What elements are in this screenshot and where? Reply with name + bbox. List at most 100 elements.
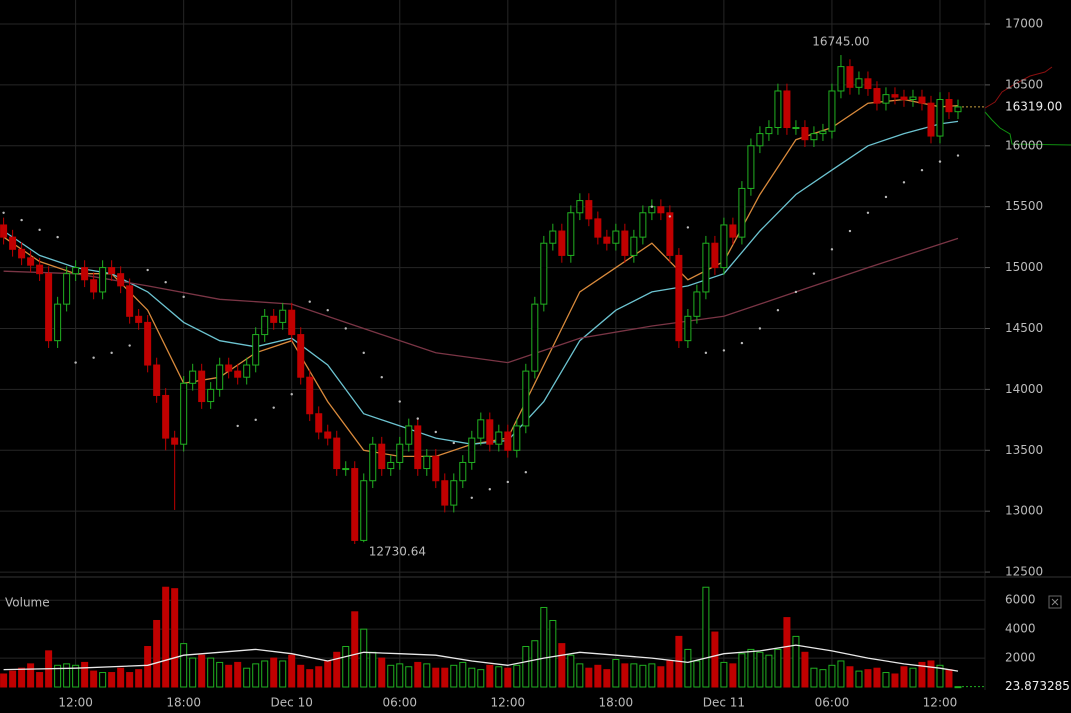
volume-average: [3, 644, 959, 672]
volume-bar: [432, 667, 440, 688]
candle-body: [945, 99, 953, 113]
sar-dot: [272, 406, 275, 409]
candle-body: [495, 431, 503, 445]
close-icon: [1051, 598, 1059, 606]
candle-body: [594, 218, 602, 238]
candle-body: [864, 78, 872, 90]
volume-tick-label: 6000: [1005, 593, 1036, 607]
sar-dot: [74, 361, 77, 364]
volume-bar: [36, 672, 44, 688]
volume-bar: [765, 654, 773, 688]
candle-body: [531, 303, 539, 372]
volume-bar: [639, 664, 647, 688]
sar-dot: [794, 290, 798, 294]
volume-bar: [423, 663, 431, 688]
volume-bar: [648, 663, 656, 688]
volume-bar: [333, 651, 341, 688]
volume-bar: [720, 661, 728, 688]
x-tick-label: 06:00: [382, 696, 417, 710]
volume-bar: [900, 666, 908, 688]
volume-bar: [450, 664, 458, 688]
sar-dot: [722, 349, 726, 352]
sar-dot: [254, 418, 257, 422]
sar-dot: [164, 281, 167, 284]
candle-body: [918, 96, 926, 104]
x-tick-label: 12:00: [491, 696, 526, 710]
volume-bar: [873, 667, 881, 688]
candle-body: [468, 437, 476, 463]
volume-bar: [846, 666, 854, 688]
candle-body: [765, 127, 773, 135]
sar-dot: [938, 160, 942, 163]
x-tick-label: 12:00: [923, 696, 958, 710]
candle-body: [351, 468, 359, 541]
volume-bar: [99, 672, 107, 688]
volume-bar: [882, 672, 890, 688]
sar-dot: [236, 424, 239, 428]
candle-body: [225, 364, 233, 372]
volume-bar: [171, 588, 179, 688]
volume-bar: [531, 640, 539, 688]
sar-dot: [380, 376, 383, 379]
candle-body: [261, 315, 269, 336]
candle-body: [135, 315, 143, 323]
candle-body: [819, 130, 827, 135]
candle-body: [810, 133, 818, 141]
sar-dot: [182, 295, 185, 299]
sar-dot: [902, 181, 906, 184]
candle-body: [774, 90, 782, 129]
candle-body: [927, 102, 935, 137]
volume-bar: [954, 686, 962, 689]
volume-bar: [279, 660, 287, 688]
sar-dot: [452, 441, 455, 445]
candle-body: [90, 279, 98, 293]
volume-bar: [711, 631, 719, 688]
volume-bar: [756, 651, 764, 688]
volume-bar: [189, 657, 197, 688]
candle-body: [432, 455, 440, 482]
sar-dot: [830, 248, 834, 251]
candle-body: [9, 236, 17, 250]
close-button[interactable]: [1048, 595, 1062, 609]
sar-dot: [56, 235, 59, 239]
y-tick-label: 15500: [1005, 199, 1043, 213]
high-label: 16745.00: [812, 35, 869, 49]
x-tick-label: 06:00: [815, 696, 850, 710]
volume-bar: [864, 669, 872, 688]
volume-bar: [828, 664, 836, 688]
volume-bar: [0, 673, 8, 688]
sar-dot: [290, 393, 293, 396]
sar-dot: [362, 351, 365, 355]
volume-bar: [738, 653, 746, 688]
candle-body: [153, 364, 161, 396]
candle-body: [621, 230, 629, 256]
candle-body: [837, 66, 845, 92]
candle-body: [549, 230, 557, 244]
candle-body: [603, 236, 611, 244]
volume-bar: [486, 664, 494, 688]
sar-dot: [2, 211, 5, 214]
x-tick-label: 12:00: [58, 696, 93, 710]
candle-body: [144, 321, 152, 366]
y-tick-label: 14500: [1005, 321, 1043, 335]
volume-bar: [504, 667, 512, 688]
last-volume-label: 23.873285: [1005, 679, 1070, 693]
volume-bar: [387, 664, 395, 688]
candle-body: [909, 96, 917, 101]
volume-label: Volume: [5, 596, 50, 610]
candle-body: [243, 364, 251, 378]
sar-dot: [776, 309, 780, 312]
volume-bar: [342, 646, 350, 688]
candle-body: [252, 334, 260, 366]
sar-dot: [920, 168, 924, 172]
y-tick-label: 17000: [1005, 16, 1043, 30]
volume-bar: [144, 646, 152, 688]
sar-dot: [740, 341, 744, 345]
candle-body: [63, 273, 71, 305]
candle-body: [0, 224, 8, 238]
volume-bar: [90, 670, 98, 688]
volume-bar: [162, 586, 170, 688]
candle-body: [567, 212, 575, 256]
volume-bar: [153, 619, 161, 688]
